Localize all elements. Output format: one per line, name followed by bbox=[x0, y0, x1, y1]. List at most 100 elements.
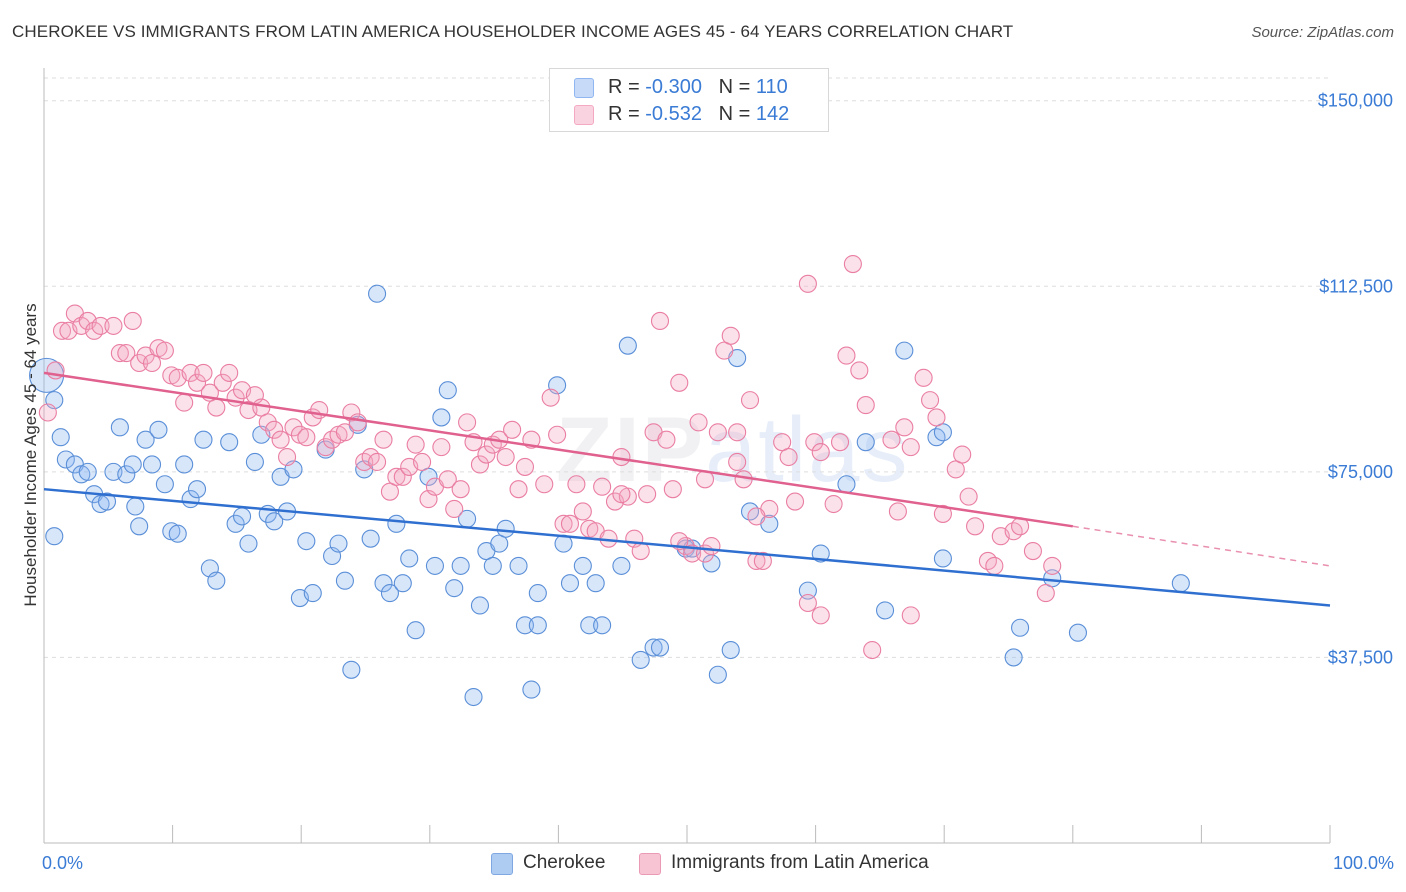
latin-america-point bbox=[985, 556, 1004, 575]
cherokee-point bbox=[126, 497, 145, 516]
series-label-latin-america: Immigrants from Latin America bbox=[671, 852, 929, 873]
latin-america-point bbox=[567, 475, 586, 494]
cherokee-point bbox=[875, 601, 895, 620]
cherokee-point bbox=[45, 527, 64, 546]
cherokee-point bbox=[78, 462, 97, 481]
latin-america-point bbox=[959, 487, 978, 506]
cherokee-point bbox=[631, 650, 650, 669]
latin-america-point bbox=[258, 413, 277, 432]
legend-r-value: -0.300 bbox=[645, 76, 702, 98]
cherokee-point bbox=[207, 571, 226, 590]
series-label-cherokee: Cherokee bbox=[523, 852, 606, 873]
latin-america-point bbox=[1043, 556, 1062, 575]
cherokee-point bbox=[117, 465, 136, 484]
latin-america-point bbox=[612, 485, 631, 504]
cherokee-point bbox=[721, 640, 740, 660]
cherokee-point bbox=[644, 638, 663, 657]
latin-america-point bbox=[130, 353, 149, 373]
latin-america-point bbox=[438, 470, 457, 489]
latin-america-point bbox=[413, 452, 432, 472]
latin-america-point bbox=[541, 388, 560, 407]
latin-america-point bbox=[406, 435, 425, 454]
cherokee-point bbox=[580, 616, 599, 635]
cherokee-point bbox=[97, 492, 117, 511]
latin-america-point bbox=[194, 363, 213, 382]
legend-n-value: 142 bbox=[755, 103, 790, 125]
cherokee-point bbox=[265, 512, 284, 531]
y-tick-label: $112,500 bbox=[1319, 276, 1393, 296]
latin-america-point bbox=[837, 346, 856, 365]
cherokee-point bbox=[432, 408, 451, 427]
x-tick-labels: 0.0% 100.0% bbox=[42, 853, 1394, 873]
latin-america-point bbox=[966, 517, 985, 536]
latin-america-point bbox=[785, 492, 805, 511]
latin-america-point bbox=[278, 447, 297, 467]
latin-america-point bbox=[863, 640, 882, 660]
cherokee-points bbox=[29, 284, 1190, 707]
latin-america-point bbox=[921, 391, 940, 410]
cherokee-point bbox=[220, 433, 239, 452]
latin-america-point bbox=[181, 363, 200, 382]
latin-america-point bbox=[38, 403, 57, 422]
cherokee-point bbox=[335, 571, 354, 590]
latin-america-point bbox=[117, 344, 136, 363]
y-tick-labels: $37,500 $75,000 $112,500 $150,000 bbox=[1318, 91, 1393, 668]
latin-america-point bbox=[953, 445, 972, 464]
latin-america-point bbox=[342, 403, 361, 422]
cherokee-point bbox=[798, 581, 817, 600]
latin-america-point bbox=[374, 430, 393, 449]
legend-text-cherokee: R = -0.300 N = 110 bbox=[608, 76, 788, 98]
legend-r-value: -0.532 bbox=[645, 103, 702, 125]
latin-america-point bbox=[554, 514, 573, 533]
cherokee-point bbox=[1171, 574, 1190, 593]
latin-america-point bbox=[740, 391, 760, 410]
cherokee-point bbox=[297, 532, 316, 551]
latin-america-point bbox=[548, 425, 567, 444]
cherokee-point bbox=[593, 616, 612, 635]
latin-america-point bbox=[91, 316, 110, 335]
latin-america-point bbox=[297, 428, 316, 447]
cherokee-point bbox=[130, 517, 149, 536]
latin-america-point bbox=[728, 423, 747, 442]
cherokee-point bbox=[374, 574, 393, 593]
latin-america-point bbox=[470, 455, 490, 474]
cherokee-trend-line bbox=[43, 487, 1331, 607]
latin-america-point bbox=[515, 457, 535, 476]
cherokee-point bbox=[380, 584, 399, 603]
legend-swatch-cherokee bbox=[574, 78, 594, 98]
latin-america-point bbox=[830, 433, 850, 452]
latin-america-point bbox=[207, 398, 226, 417]
latin-america-point bbox=[458, 413, 477, 432]
cherokee-point bbox=[142, 455, 162, 474]
cherokee-point bbox=[155, 475, 174, 494]
correlation-legend: R = -0.300 N = 110 R = -0.532 N = 142 bbox=[549, 68, 829, 132]
cherokee-point bbox=[528, 616, 547, 635]
cherokee-point bbox=[895, 341, 914, 360]
latin-america-point bbox=[901, 606, 920, 625]
latin-america-point bbox=[888, 502, 907, 521]
cherokee-point bbox=[110, 418, 129, 437]
latin-america-point bbox=[689, 413, 708, 432]
cherokee-point bbox=[368, 284, 387, 303]
series-legend: Cherokee Immigrants from Latin America bbox=[0, 852, 1406, 878]
latin-america-point bbox=[779, 447, 798, 467]
watermark-zip: ZIP bbox=[556, 399, 706, 501]
source-attribution: Source: ZipAtlas.com bbox=[1251, 24, 1394, 41]
legend-text-latin-america: R = -0.532 N = 142 bbox=[608, 103, 790, 125]
cherokee-point bbox=[856, 433, 875, 452]
latin-america-point bbox=[638, 485, 657, 504]
cherokee-point bbox=[1068, 623, 1087, 642]
cherokee-point bbox=[515, 616, 535, 635]
y-tick-label: $150,000 bbox=[1318, 91, 1393, 111]
cherokee-point bbox=[528, 584, 547, 603]
cherokee-point bbox=[149, 420, 168, 439]
series-swatch-latin-america bbox=[639, 853, 661, 875]
latin-america-point bbox=[387, 467, 406, 486]
latin-america-point bbox=[650, 311, 670, 330]
latin-america-point bbox=[805, 433, 824, 452]
cherokee-point bbox=[245, 452, 264, 472]
cherokee-point bbox=[586, 574, 605, 593]
cherokee-point bbox=[933, 549, 952, 568]
latin-america-point bbox=[721, 326, 740, 345]
chart-title: CHEROKEE VS IMMIGRANTS FROM LATIN AMERIC… bbox=[12, 22, 1014, 41]
